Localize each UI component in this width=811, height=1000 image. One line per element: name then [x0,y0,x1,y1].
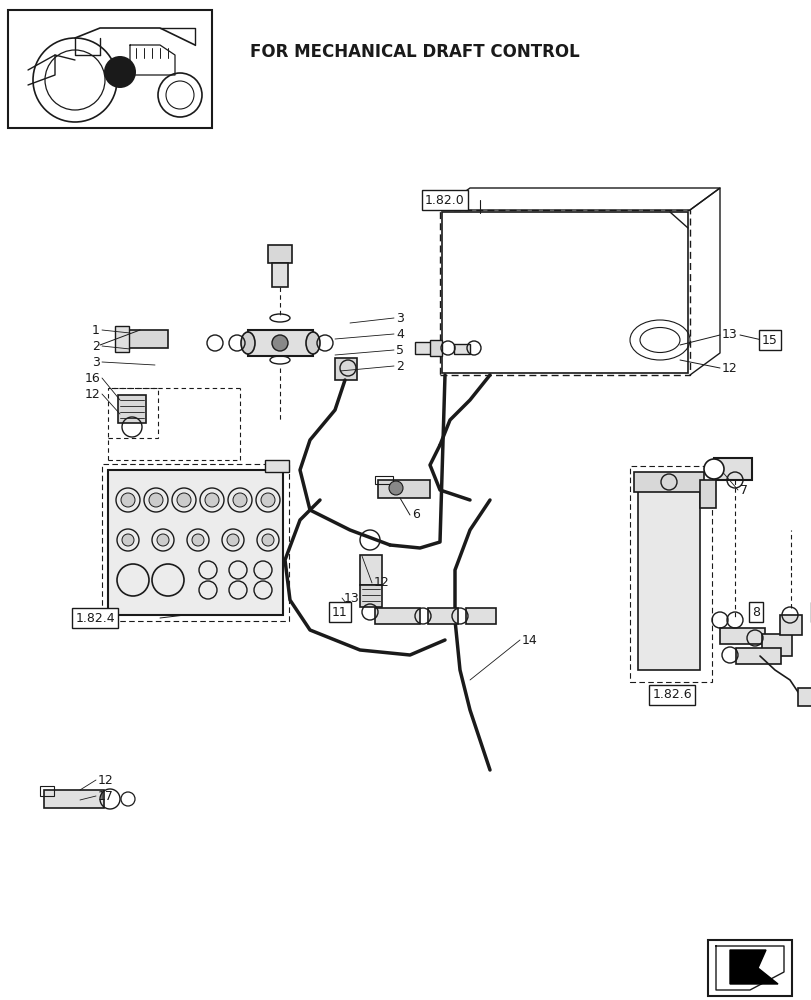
Bar [44,790,104,808]
Circle shape [121,493,135,507]
Bar [699,480,715,508]
Bar [707,940,791,996]
Bar [466,608,496,624]
Text: 2: 2 [92,340,100,353]
Text: 8: 8 [751,605,759,618]
Text: 6: 6 [411,508,419,522]
Bar [441,212,687,373]
Bar [375,608,419,624]
Text: 12: 12 [721,361,737,374]
Bar [264,460,289,472]
Text: 17: 17 [98,790,114,802]
Circle shape [177,493,191,507]
Bar [430,340,441,356]
Text: 12: 12 [84,387,100,400]
Text: 14: 14 [521,634,537,646]
Circle shape [191,534,204,546]
Polygon shape [715,946,783,990]
Text: 13: 13 [721,328,737,342]
Text: 1: 1 [92,324,100,336]
Text: 3: 3 [92,356,100,368]
Text: 2: 2 [396,360,403,372]
Circle shape [260,493,275,507]
Bar [375,476,393,484]
Bar [633,472,703,492]
Text: 5: 5 [396,344,404,357]
Bar [427,608,457,624]
Bar [108,388,158,438]
Bar [102,464,289,621]
Circle shape [104,56,135,88]
Circle shape [148,493,163,507]
Bar [414,342,432,354]
Text: 13: 13 [344,591,359,604]
Bar [797,688,811,706]
Text: 1.82.6: 1.82.6 [651,688,691,702]
Bar [8,10,212,128]
Bar [378,480,430,498]
Bar [118,330,168,348]
Ellipse shape [306,332,320,354]
Circle shape [233,493,247,507]
Bar [247,330,312,356]
Bar [761,634,791,656]
Bar [713,458,751,480]
Text: 15: 15 [762,334,777,347]
Bar [453,344,470,354]
Bar [779,615,801,635]
Text: 7: 7 [739,484,747,496]
Circle shape [262,534,273,546]
Bar [637,490,699,670]
Text: 1.82.4: 1.82.4 [75,611,114,624]
Circle shape [388,481,402,495]
Ellipse shape [241,332,255,354]
Text: 3: 3 [396,312,403,324]
Ellipse shape [639,328,679,353]
Text: 4: 4 [396,328,403,340]
Text: 16: 16 [84,371,100,384]
Text: 1.82.0: 1.82.0 [425,194,465,207]
Text: 11: 11 [332,605,347,618]
Circle shape [204,493,219,507]
Polygon shape [729,950,777,984]
Circle shape [227,534,238,546]
Circle shape [272,335,288,351]
Circle shape [703,459,723,479]
Bar [108,470,283,615]
Bar [440,210,689,375]
Bar [118,395,146,423]
Bar [629,466,711,682]
Bar [115,326,129,352]
Bar [719,628,764,644]
Bar [335,358,357,380]
Text: 12: 12 [374,576,389,589]
Bar [272,263,288,287]
Circle shape [122,534,134,546]
Bar [359,585,381,607]
Bar [40,786,54,796]
Circle shape [157,534,169,546]
Text: 12: 12 [98,774,114,786]
Bar [359,555,381,585]
Bar [735,648,780,664]
Text: FOR MECHANICAL DRAFT CONTROL: FOR MECHANICAL DRAFT CONTROL [250,43,579,61]
Bar [268,245,292,263]
